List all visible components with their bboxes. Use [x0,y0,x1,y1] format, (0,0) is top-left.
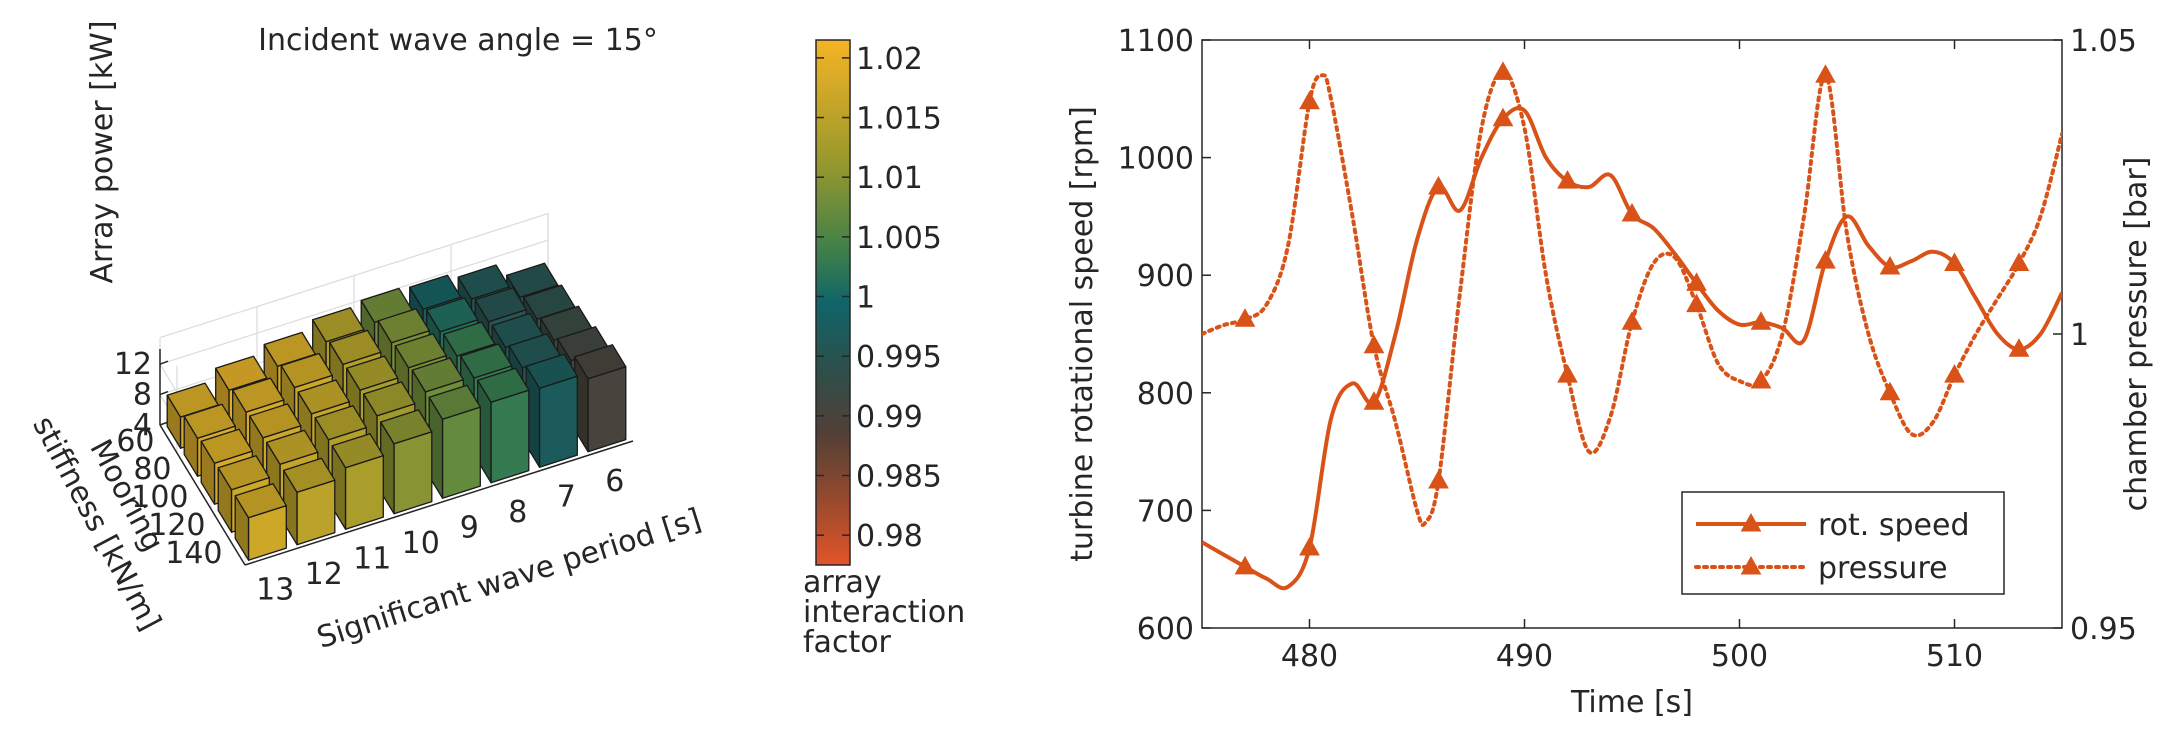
y-tick-label: 1000 [1118,142,1194,177]
colorbar-gradient [815,39,851,566]
z-axis-label: Array power [kW] [85,20,120,283]
marker-rot-speed [2008,338,2030,357]
colorbar-ticks: 1.02 1.015 1.01 1.005 1 0.995 0.99 0.985 0.98 [816,42,942,554]
bar-13s-60 [234,483,287,561]
line-chart: 480 490 500 510 600 700 800 900 1000 1100 0.95 1 1.0… [1065,24,2154,720]
x-tick-label: 10 [402,526,440,561]
marker-rot-speed [1686,272,1707,291]
x-tick-label: 8 [508,495,527,530]
y-tick-label: 1100 [1118,24,1194,59]
y-tick-label: 900 [1137,259,1194,294]
marker-rot-speed [1750,311,1772,330]
x-tick-label: 13 [256,572,294,607]
bar-group [166,262,627,561]
y-axis-label: turbine rotational speed [rpm] [1065,106,1100,562]
y-tick-label: 800 [1137,377,1194,412]
x-tick-label: 6 [605,464,624,499]
marker-pressure [1621,311,1643,330]
x-tick-label: 510 [1926,639,1983,674]
colorbar: 1.02 1.015 1.01 1.005 1 0.995 0.99 0.985 0.98 ar… [803,39,965,660]
chart-title: Incident wave angle = 15° [258,23,658,58]
legend-box [1681,491,2005,595]
marker-pressure [1686,293,1707,313]
marker-rot-speed [1815,250,1836,269]
marker-rot-speed [1879,255,1901,275]
x-axis-ticks: 13 12 11 10 9 8 7 6 [256,464,624,608]
colorbar-tick-label: 1 [856,281,875,316]
bar-6s-60 [574,344,627,453]
colorbar-label-line1: array [803,565,882,600]
colorbar-tick-label: 1.02 [856,42,923,77]
marker-rot-speed [1428,175,1449,195]
y2-tick-label: 1 [2070,318,2089,353]
marker-group [1234,61,2030,575]
z-tick-label: 12 [114,347,152,382]
x-tick-label: 9 [460,510,479,545]
colorbar-tick-label: 0.995 [856,340,942,375]
y2-tick-label: 1.05 [2070,24,2137,59]
legend-marker-pressure [1740,555,1762,575]
x-tick-label: 11 [353,541,391,576]
z-tick-label: 8 [133,378,152,413]
colorbar-tick-label: 0.985 [856,460,942,495]
tick-labels: 480 490 500 510 600 700 800 900 1000 1100 0.95 1 1.0… [1118,24,2137,674]
y2-tick-label: 0.95 [2070,612,2137,647]
y-tick-label: 80 [133,452,171,487]
colorbar-tick-label: 0.99 [856,400,923,435]
y-tick-label: 600 [1137,612,1194,647]
marker-pressure [1879,381,1901,401]
bar-12s-60 [283,457,336,546]
colorbar-tick-label: 1.015 [856,102,942,137]
marker-rot-speed [1557,170,1578,189]
y-tick-label: 120 [148,508,205,543]
marker-rot-speed [1234,555,1256,575]
x-axis-label: Time [s] [1570,685,1693,720]
x-tick-label: 490 [1496,639,1553,674]
marker-pressure [1492,61,1514,80]
bar-8s-60 [477,367,530,484]
marker-pressure [1750,370,1772,389]
y-tick-label: 60 [116,424,154,459]
colorbar-label-line2: interaction [803,595,965,630]
marker-rot-speed [1363,391,1385,410]
marker-pressure [1944,364,1965,383]
y-tick-label: 700 [1137,494,1194,529]
colorbar-tick-label: 0.98 [856,519,923,554]
x-tick-label: 7 [557,479,576,514]
x-tick-label: 480 [1281,639,1338,674]
marker-pressure [1234,308,1256,327]
y2-axis-label: chamber pressure [bar] [2119,157,2154,512]
marker-pressure [2008,252,2030,271]
bar-9s-60 [428,384,481,499]
bar-10s-60 [380,409,433,515]
legend: rot. speed pressure [1681,491,2005,595]
bar-7s-60 [525,353,578,468]
z-tick-label: 4 [133,408,152,443]
x-tick-label: 12 [305,557,343,592]
colorbar-tick-label: 1.005 [856,221,942,256]
legend-marker-rot-speed [1740,512,1762,532]
marker-rot-speed [1492,107,1514,127]
y-tick-label: 100 [131,480,188,515]
marker-pressure [1363,334,1385,354]
colorbar-tick-label: 1.01 [856,161,923,196]
marker-pressure [1428,469,1449,489]
marker-pressure [1815,64,1836,83]
marker-rot-speed [1621,203,1643,222]
y-tick-label: 140 [165,536,222,571]
marker-pressure [1299,90,1320,110]
series-line-pressure [1202,70,2062,528]
legend-entry-rot-speed: rot. speed [1818,508,1970,543]
x-tick-label: 500 [1711,639,1768,674]
marker-pressure [1557,364,1578,383]
marker-rot-speed [1299,537,1320,556]
colorbar-label-line3: factor [803,625,892,660]
marker-rot-speed [1944,252,1965,271]
bar-11s-60 [331,433,384,530]
legend-entry-pressure: pressure [1818,551,1948,586]
